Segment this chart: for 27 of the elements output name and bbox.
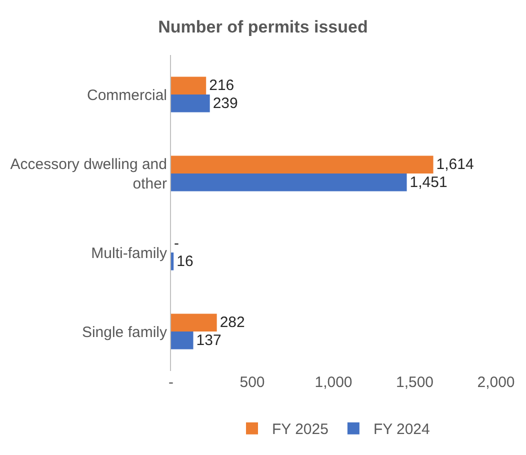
bar	[171, 174, 407, 192]
data-label: 1,451	[410, 174, 448, 191]
y-tick-label: Multi-family	[91, 244, 168, 262]
data-label: 282	[220, 314, 245, 332]
x-tick-label: -	[168, 374, 174, 391]
data-label: -	[174, 235, 179, 252]
bar	[171, 332, 194, 350]
x-tick-label: 2,000	[477, 374, 515, 391]
data-label: 239	[212, 94, 238, 112]
bar	[171, 252, 174, 270]
y-tick-label: Accessory dwelling and other	[10, 156, 167, 192]
bar	[171, 314, 217, 332]
x-tick-label: 500	[240, 374, 265, 391]
x-tick-label: 1,000	[314, 374, 352, 391]
chart-title: Number of permits issued	[158, 17, 368, 36]
x-tick-label: 1,500	[396, 374, 434, 391]
bar	[171, 156, 434, 174]
data-label: 216	[209, 77, 234, 94]
bar	[171, 94, 210, 112]
data-label: 16	[176, 252, 194, 270]
y-tick-label: Single family	[82, 324, 168, 341]
y-tick-label: Commercial	[86, 86, 167, 104]
data-label: 137	[196, 332, 222, 349]
legend-label: FY 2024	[373, 421, 430, 438]
legend-label: FY 2025	[272, 421, 328, 438]
data-label: 1,614	[436, 156, 474, 174]
bar	[171, 76, 206, 94]
